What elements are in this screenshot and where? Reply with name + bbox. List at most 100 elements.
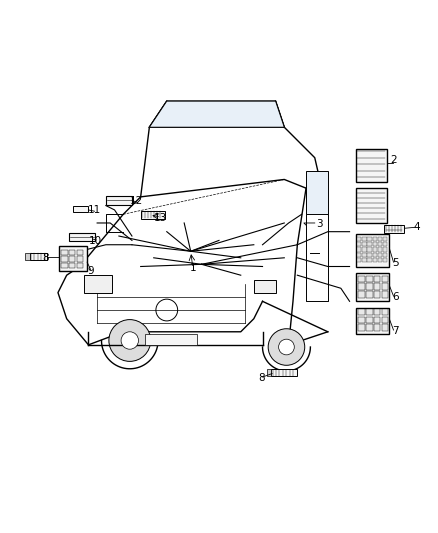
Bar <box>383 258 388 262</box>
Bar <box>356 188 387 223</box>
Bar <box>356 234 389 266</box>
Bar <box>366 292 373 298</box>
Bar <box>356 149 387 182</box>
Bar <box>367 258 372 262</box>
Bar <box>357 258 361 262</box>
Bar <box>367 237 372 241</box>
Bar <box>358 284 365 290</box>
Bar <box>366 309 373 315</box>
Bar <box>373 242 377 246</box>
Bar <box>382 317 389 323</box>
Bar <box>374 325 381 331</box>
Bar <box>271 369 297 376</box>
Text: 2: 2 <box>390 155 396 165</box>
Bar <box>373 253 377 257</box>
Bar <box>378 242 382 246</box>
Bar <box>73 206 88 212</box>
Bar <box>61 263 67 268</box>
Bar <box>358 292 365 298</box>
Text: 11: 11 <box>88 205 101 215</box>
Bar <box>366 317 373 323</box>
Bar <box>362 253 367 257</box>
Bar <box>357 247 361 252</box>
Text: 9: 9 <box>87 266 94 276</box>
Bar <box>374 276 381 282</box>
Circle shape <box>279 339 294 355</box>
Text: 4: 4 <box>414 222 420 232</box>
Bar <box>362 237 367 241</box>
Bar <box>383 253 388 257</box>
Bar <box>59 246 87 271</box>
Bar <box>357 237 361 241</box>
Bar <box>382 309 389 315</box>
Bar <box>77 256 83 262</box>
Bar <box>382 292 389 298</box>
Bar <box>356 308 389 334</box>
Text: 10: 10 <box>89 236 102 246</box>
Bar <box>385 225 404 232</box>
Bar <box>373 247 377 252</box>
Bar <box>378 258 382 262</box>
Bar <box>69 249 75 255</box>
Bar <box>383 247 388 252</box>
Bar <box>367 242 372 246</box>
Text: 1: 1 <box>190 263 196 273</box>
Bar <box>306 171 328 214</box>
Bar <box>383 237 388 241</box>
Bar <box>374 284 381 290</box>
Bar <box>358 309 365 315</box>
Bar <box>84 275 113 293</box>
Bar <box>374 292 381 298</box>
Bar <box>366 276 373 282</box>
Circle shape <box>121 332 138 349</box>
Circle shape <box>268 329 305 365</box>
Bar <box>356 273 389 301</box>
Bar <box>357 242 361 246</box>
Bar <box>69 232 95 241</box>
Bar <box>77 249 83 255</box>
Bar <box>61 256 67 262</box>
Bar <box>358 325 365 331</box>
Bar <box>378 247 382 252</box>
Bar <box>374 317 381 323</box>
Text: 6: 6 <box>392 292 399 302</box>
Text: 7: 7 <box>392 326 399 336</box>
Circle shape <box>109 320 151 361</box>
Text: 12: 12 <box>130 196 143 206</box>
Bar <box>382 284 389 290</box>
Bar <box>367 247 372 252</box>
Bar <box>25 253 30 260</box>
Bar <box>69 263 75 268</box>
Bar <box>362 242 367 246</box>
Bar <box>362 247 367 252</box>
Polygon shape <box>149 101 284 127</box>
Bar <box>358 276 365 282</box>
Bar <box>378 237 382 241</box>
Bar <box>357 253 361 257</box>
Text: 13: 13 <box>154 213 167 223</box>
Bar <box>382 325 389 331</box>
Bar <box>382 276 389 282</box>
Text: 3: 3 <box>316 219 322 229</box>
Bar <box>61 249 67 255</box>
Text: 8: 8 <box>258 373 265 383</box>
Bar <box>367 253 372 257</box>
Text: 8: 8 <box>42 253 49 263</box>
Bar <box>378 253 382 257</box>
Bar <box>30 253 47 260</box>
Bar <box>267 369 271 376</box>
Bar <box>374 309 381 315</box>
Bar <box>373 258 377 262</box>
Bar <box>358 317 365 323</box>
Bar <box>362 258 367 262</box>
Bar <box>69 256 75 262</box>
Bar <box>373 237 377 241</box>
Bar <box>145 334 197 345</box>
Bar <box>254 279 276 293</box>
Text: 5: 5 <box>392 258 399 268</box>
Bar <box>77 263 83 268</box>
Bar <box>383 242 388 246</box>
Bar <box>366 325 373 331</box>
Bar <box>106 196 132 205</box>
Bar <box>141 211 165 219</box>
